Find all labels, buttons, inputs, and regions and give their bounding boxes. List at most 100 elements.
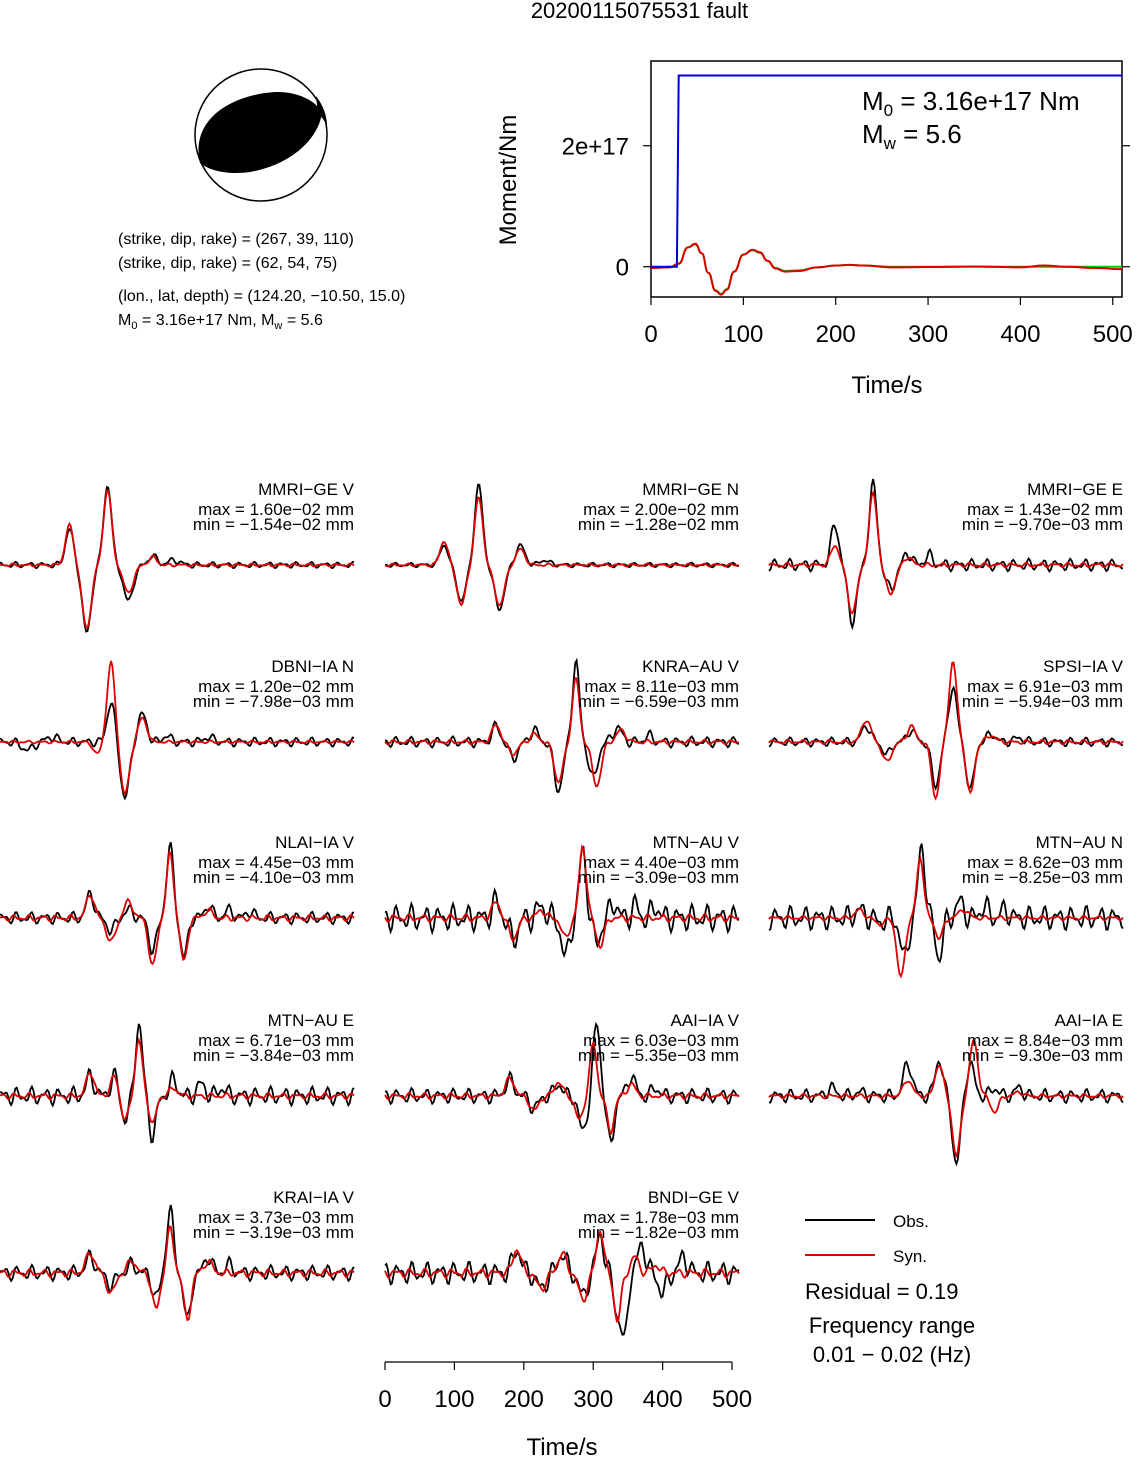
- max-amplitude-label: max = 2.00e−02 mm: [583, 500, 739, 519]
- station-label: KRAI−IA V: [273, 1188, 354, 1207]
- moment-annotation: M0 = 3.16e+17 Nm: [862, 86, 1080, 120]
- observed-waveform: [0, 485, 355, 633]
- moment-info: M0 = 3.16e+17 Nm, Mw = 5.6: [118, 312, 323, 333]
- max-amplitude-label: max = 6.71e−03 mm: [198, 1031, 354, 1050]
- moment-x-tick-label: 200: [816, 321, 856, 348]
- synthetic-waveform: [0, 489, 355, 629]
- moment-x-axis-label: Time/s: [851, 372, 922, 399]
- max-amplitude-label: max = 6.91e−03 mm: [967, 677, 1123, 696]
- station-label: MTN−AU V: [653, 833, 740, 852]
- min-amplitude-label: min = −3.84e−03 mm: [193, 1046, 354, 1065]
- max-amplitude-label: max = 8.84e−03 mm: [967, 1031, 1123, 1050]
- max-amplitude-label: max = 1.43e−02 mm: [967, 500, 1123, 519]
- min-amplitude-label: min = −6.59e−03 mm: [578, 692, 739, 711]
- legend-syn-label: Syn.: [893, 1247, 927, 1266]
- observed-waveform: [768, 1059, 1124, 1167]
- max-amplitude-label: max = 1.78e−03 mm: [583, 1208, 739, 1227]
- synthetic-waveform: [384, 676, 740, 788]
- synthetic-waveform: [384, 496, 740, 607]
- observed-waveform: [384, 845, 740, 959]
- moment-rate-red-line: [650, 242, 1123, 296]
- max-amplitude-label: max = 8.62e−03 mm: [967, 853, 1123, 872]
- moment-x-tick-label: 0: [644, 321, 657, 348]
- waveform-time-axis: 0 100 200 300 400 500 Time/s: [378, 1361, 752, 1458]
- waveform-x-axis-label: Time/s: [526, 1434, 597, 1458]
- min-amplitude-label: min = −3.19e−03 mm: [193, 1223, 354, 1242]
- max-amplitude-label: max = 1.60e−02 mm: [198, 500, 354, 519]
- observed-waveform: [0, 702, 355, 801]
- moment-x-tick-label: 500: [1093, 321, 1133, 348]
- max-amplitude-label: max = 1.20e−02 mm: [198, 677, 354, 696]
- min-amplitude-label: min = −3.09e−03 mm: [578, 868, 739, 887]
- magnitude-annotation: Mw = 5.6: [862, 119, 962, 153]
- station-label: MMRI−GE E: [1027, 480, 1123, 499]
- station-label: MMRI−GE N: [642, 480, 739, 499]
- min-amplitude-label: min = −1.54e−02 mm: [193, 515, 354, 534]
- synthetic-waveform: [384, 844, 740, 950]
- min-amplitude-label: min = −8.25e−03 mm: [962, 868, 1123, 887]
- synthetic-waveform: [0, 660, 355, 796]
- max-amplitude-label: max = 4.40e−03 mm: [583, 853, 739, 872]
- min-amplitude-label: min = −4.10e−03 mm: [193, 868, 354, 887]
- min-amplitude-label: min = −5.94e−03 mm: [962, 692, 1123, 711]
- max-amplitude-label: max = 4.45e−03 mm: [198, 853, 354, 872]
- hypocenter-info: (lon., lat, depth) = (124.20, −10.50, 15…: [118, 288, 406, 305]
- station-label: MTN−AU N: [1036, 833, 1123, 852]
- moment-x-tick-label: 400: [1000, 321, 1040, 348]
- max-amplitude-label: max = 3.73e−03 mm: [198, 1208, 354, 1227]
- station-label: DBNI−IA N: [271, 657, 354, 676]
- min-amplitude-label: min = −9.30e−03 mm: [962, 1046, 1123, 1065]
- waveform-x-tick-label: 200: [504, 1386, 544, 1413]
- synthetic-waveform: [384, 1230, 740, 1323]
- cumulative-moment-line: [651, 74, 1122, 268]
- waveform-x-tick-label: 100: [434, 1386, 474, 1413]
- station-label: MMRI−GE V: [258, 480, 355, 499]
- station-label: SPSI−IA V: [1043, 657, 1124, 676]
- station-label: NLAI−IA V: [275, 833, 355, 852]
- synthetic-waveform: [768, 855, 1124, 979]
- min-amplitude-label: min = −1.82e−03 mm: [578, 1223, 739, 1242]
- moment-y-tick-label: 0: [616, 255, 629, 282]
- synthetic-waveform: [768, 1039, 1124, 1159]
- synthetic-waveform: [0, 850, 355, 966]
- frequency-range-label: Frequency range: [809, 1313, 975, 1338]
- synthetic-waveform: [384, 1040, 740, 1135]
- observed-waveform: [384, 1229, 740, 1336]
- figure-title: 20200115075531 fault: [530, 0, 749, 23]
- moment-y-tick-label: 2e+17: [562, 134, 629, 161]
- beachball-compressional-edge: [316, 96, 327, 126]
- synthetic-waveform: [0, 1224, 355, 1322]
- synthetic-waveform: [768, 661, 1124, 801]
- waveform-x-tick-label: 500: [712, 1386, 752, 1413]
- min-amplitude-label: min = −5.35e−03 mm: [578, 1046, 739, 1065]
- waveform-legend: Obs. Syn. Residual = 0.19 Frequency range 0.…: [805, 1212, 975, 1367]
- station-label: BNDI−GE V: [648, 1188, 740, 1207]
- moment-rate-chart: 0 100 200 300 400 500 0 2e+17 Time/s Moment/Nm M0 …: [495, 60, 1133, 399]
- synthetic-waveform: [0, 1036, 355, 1124]
- observed-waveform: [768, 843, 1124, 964]
- nodal-plane-2: (strike, dip, rake) = (62, 54, 75): [118, 255, 338, 272]
- station-label: AAI−IA V: [670, 1011, 739, 1030]
- legend-obs-label: Obs.: [893, 1212, 929, 1231]
- waveform-x-tick-label: 400: [643, 1386, 683, 1413]
- station-label: KNRA−AU V: [642, 657, 739, 676]
- waveform-x-tick-label: 300: [573, 1386, 613, 1413]
- waveform-x-tick-label: 0: [378, 1386, 391, 1413]
- nodal-plane-1: (strike, dip, rake) = (267, 39, 110): [118, 231, 354, 248]
- residual-label: Residual = 0.19: [805, 1279, 959, 1304]
